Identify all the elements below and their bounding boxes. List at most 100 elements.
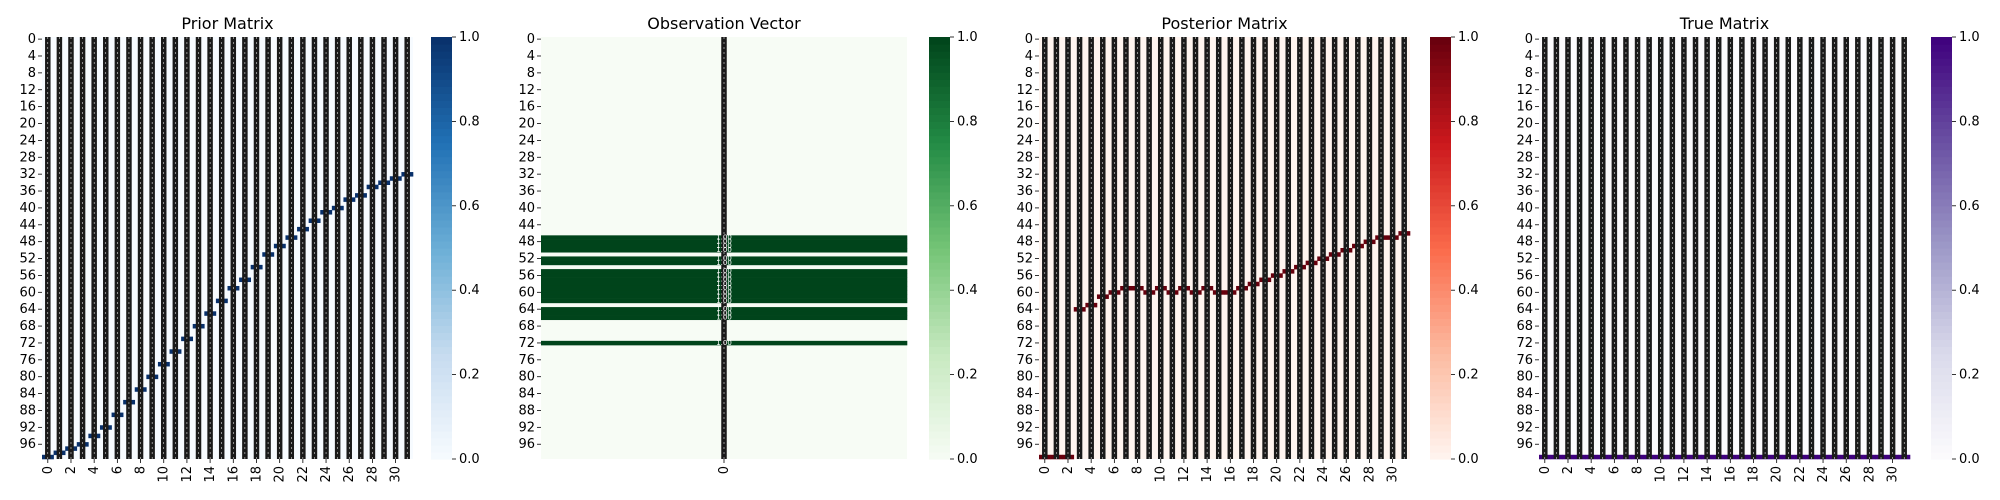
y-tick-label: 88 <box>19 403 36 418</box>
chart-title: Observation Vector <box>647 14 801 33</box>
colorbar-tick-label: 0.4 <box>957 283 978 298</box>
colorbar-segment <box>1931 332 1952 341</box>
colorbar-segment <box>1430 65 1451 73</box>
y-tick-label: 52 <box>518 252 535 267</box>
y-tick-label: 20 <box>19 117 36 132</box>
colorbar-segment <box>1430 276 1451 284</box>
colorbar-segment <box>1931 86 1952 94</box>
y-tick-label: 28 <box>1016 150 1033 165</box>
x-tick-label: 8 <box>1131 466 1146 474</box>
colorbar-segment <box>1430 219 1451 228</box>
colorbar-segment <box>929 276 950 284</box>
x-tick-label: 6 <box>1607 466 1622 474</box>
y-tick-label: 64 <box>19 302 36 317</box>
y-tick-label: 84 <box>1016 387 1033 402</box>
cell-value-label: 1.00 <box>716 246 732 254</box>
y-tick-label: 92 <box>1016 420 1033 435</box>
y-tick-label: 72 <box>1016 336 1033 351</box>
colorbar-tick-label: 1.0 <box>459 30 480 45</box>
colorbar-segment <box>929 79 950 87</box>
y-tick-label: 4 <box>1525 49 1533 64</box>
colorbar-segment <box>431 444 452 453</box>
colorbar-segment <box>1430 37 1451 45</box>
colorbar-segment <box>929 156 950 165</box>
colorbar-tick-label: 0.8 <box>1959 114 1980 129</box>
y-tick-label: 24 <box>1516 133 1533 148</box>
heatmap-panel-3: Posterior Matrix048121620242832364044485… <box>1016 14 1478 483</box>
colorbar-segment <box>929 72 950 80</box>
colorbar-tick-label: 0.2 <box>459 368 480 383</box>
colorbar-segment <box>431 44 452 52</box>
colorbar-segment <box>431 219 452 228</box>
colorbar-segment <box>1430 297 1451 305</box>
y-tick-label: 68 <box>518 319 535 334</box>
y-tick-label: 64 <box>1016 302 1033 317</box>
colorbar-segment <box>431 226 452 235</box>
colorbar-segment <box>1931 304 1952 312</box>
colorbar-segment <box>431 212 452 221</box>
y-tick-label: 64 <box>1516 302 1533 317</box>
colorbar-segment <box>431 135 452 144</box>
y-tick-label: 32 <box>1516 167 1533 182</box>
colorbar-segment <box>1430 226 1451 235</box>
y-tick-label: 84 <box>19 387 36 402</box>
heatmap-panel-4: True Matrix04812162024283236404448525660… <box>1516 14 1979 483</box>
colorbar-segment <box>431 93 452 101</box>
colorbar-tick-label: 0.2 <box>1458 368 1479 383</box>
colorbar-segment <box>1430 93 1451 101</box>
x-tick-label: 22 <box>1293 466 1308 483</box>
colorbar-segment <box>1931 255 1952 263</box>
x-tick-label: 8 <box>1631 466 1646 474</box>
colorbar-tick-label: 0.4 <box>1959 283 1980 298</box>
colorbar-segment <box>431 248 452 256</box>
cell-value-label: 1.00 <box>716 309 732 317</box>
colorbar-segment <box>431 283 452 291</box>
colorbar-segment <box>431 58 452 66</box>
x-tick-label: 2 <box>1561 466 1576 474</box>
colorbar-segment <box>1430 395 1451 404</box>
y-tick-label: 24 <box>19 133 36 148</box>
colorbar-segment <box>929 346 950 355</box>
colorbar-segment <box>1430 79 1451 87</box>
colorbar: 0.0 0.2 0.4 0.6 0.8 1.0 <box>1931 30 1980 467</box>
colorbar-tick-label: 0.0 <box>957 452 978 467</box>
y-tick-label: 72 <box>1516 336 1533 351</box>
colorbar-segment <box>431 128 452 137</box>
y-tick-label: 68 <box>19 319 36 334</box>
y-tick-label: 36 <box>1016 184 1033 199</box>
colorbar-segment <box>929 226 950 235</box>
colorbar-segment <box>1430 191 1451 200</box>
colorbar-segment <box>929 177 950 186</box>
colorbar-segment <box>1430 367 1451 376</box>
y-tick-label: 36 <box>518 184 535 199</box>
colorbar-segment <box>1430 135 1451 144</box>
colorbar-segment <box>1430 360 1451 369</box>
colorbar-segment <box>1430 353 1451 362</box>
colorbar-segment <box>1931 248 1952 256</box>
y-tick-label: 56 <box>1516 268 1533 283</box>
y-tick-label: 76 <box>1016 353 1033 368</box>
y-tick-label: 56 <box>1016 268 1033 283</box>
cell-value-label: 1.00 <box>716 276 732 284</box>
y-tick-label: 8 <box>1025 66 1033 81</box>
colorbar-segment <box>929 402 950 411</box>
colorbar-segment <box>1430 444 1451 453</box>
x-tick-label: 28 <box>1362 466 1377 483</box>
colorbar-tick-label: 0.6 <box>1458 199 1479 214</box>
colorbar-segment <box>1430 332 1451 341</box>
y-tick-label: 60 <box>1016 285 1033 300</box>
colorbar-segment <box>1430 114 1451 122</box>
colorbar-tick-label: 0.2 <box>1959 368 1980 383</box>
colorbar-segment <box>431 332 452 341</box>
colorbar-segment <box>1931 409 1952 418</box>
colorbar-segment <box>431 100 452 108</box>
y-tick-label: 36 <box>19 184 36 199</box>
colorbar-segment <box>1931 156 1952 165</box>
colorbar-segment <box>431 423 452 432</box>
colorbar-segment <box>929 367 950 376</box>
y-tick-label: 48 <box>1516 235 1533 250</box>
colorbar-segment <box>929 451 950 460</box>
chart-title: Prior Matrix <box>181 14 273 33</box>
colorbar-segment <box>929 37 950 45</box>
